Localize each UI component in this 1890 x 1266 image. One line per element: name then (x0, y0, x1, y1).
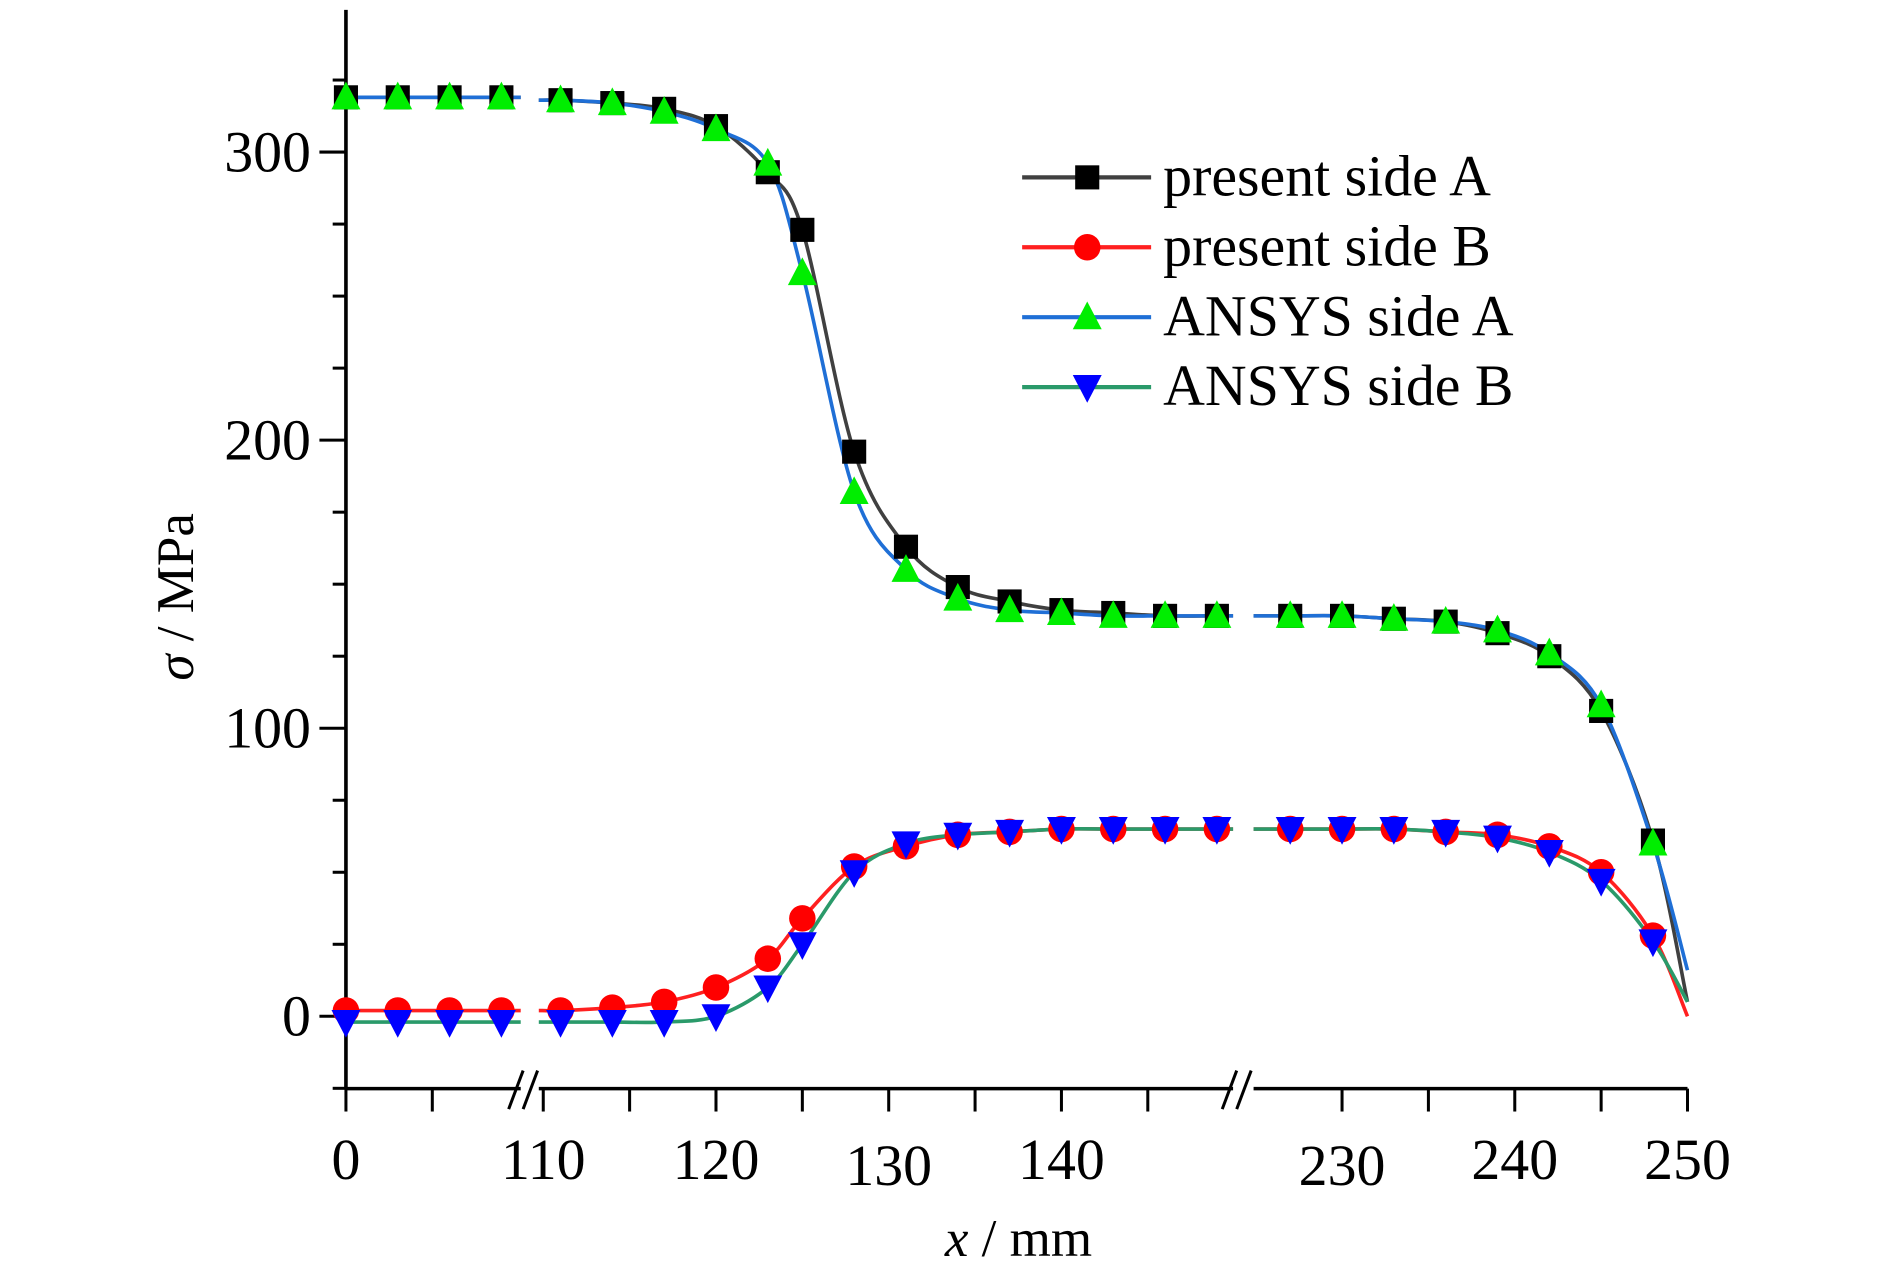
y-tick-label: 0 (282, 984, 311, 1049)
data-point-ansys-side-a (787, 257, 817, 286)
data-point-ansys-side-a (891, 554, 921, 582)
data-point-present-side-b (650, 988, 678, 1016)
data-point-ansys-side-b (649, 1010, 679, 1038)
legend-label: ANSYS side A (1163, 283, 1514, 348)
data-point-ansys-side-b (1046, 816, 1076, 845)
data-point-ansys-side-b (701, 1004, 731, 1032)
data-point-present-side-b (754, 945, 782, 972)
series-line-present-side-a (1253, 613, 1690, 1003)
data-point-ansys-side-a (383, 81, 413, 110)
data-point-ansys-side-b (943, 822, 973, 851)
data-point-ansys-side-a (1534, 637, 1564, 666)
legend-label: ANSYS side B (1163, 353, 1513, 418)
data-point-ansys-side-a (1275, 600, 1305, 628)
data-point-ansys-side-b (1534, 840, 1564, 868)
data-point-ansys-side-b (787, 932, 817, 960)
data-point-ansys-side-a (1638, 827, 1668, 856)
data-point-ansys-side-a (1483, 614, 1512, 643)
data-point-ansys-side-b (331, 1010, 361, 1038)
data-point-ansys-side-a (1098, 600, 1128, 628)
series-line-present-side-b (538, 827, 1234, 1013)
series-line-ansys-side-b (1253, 827, 1690, 1003)
data-point-ansys-side-a (1379, 603, 1409, 631)
x-tick-label: 240 (1471, 1127, 1558, 1192)
series-line-ansys-side-b (538, 827, 1234, 1025)
x-tick-label: 130 (845, 1133, 932, 1198)
data-point-ansys-side-a (1586, 689, 1616, 718)
data-point-ansys-side-b (435, 1010, 465, 1038)
data-point-ansys-side-b (753, 975, 783, 1004)
data-point-ansys-side-a (701, 113, 731, 142)
data-point-ansys-side-a (1202, 600, 1232, 628)
data-point-ansys-side-b (995, 819, 1025, 848)
data-point-present-side-a (790, 217, 815, 242)
data-point-present-side-b (789, 905, 816, 932)
data-point-ansys-side-b (383, 1010, 413, 1038)
legend-marker (1072, 301, 1102, 330)
data-point-ansys-side-b (839, 860, 869, 888)
x-tick-label: 230 (1299, 1133, 1386, 1198)
x-tick-label: 250 (1644, 1127, 1731, 1192)
data-point-ansys-side-b (1379, 816, 1409, 845)
data-point-ansys-side-b (546, 1010, 575, 1038)
data-point-ansys-side-a (1046, 597, 1076, 626)
axis-break-mark (507, 1070, 525, 1110)
x-tick-label: 110 (501, 1127, 586, 1192)
data-point-ansys-side-a (649, 96, 679, 124)
data-point-ansys-side-b (1202, 816, 1232, 845)
y-tick-label: 300 (224, 119, 311, 184)
data-point-ansys-side-a (1150, 600, 1180, 628)
data-point-ansys-side-b (891, 831, 921, 860)
data-point-ansys-side-b (1098, 816, 1128, 845)
data-point-ansys-side-b (486, 1010, 516, 1038)
data-point-ansys-side-a (546, 84, 575, 113)
data-point-ansys-side-b (1275, 816, 1305, 845)
axis-break-mark (1220, 1070, 1239, 1110)
data-point-ansys-side-b (1638, 929, 1668, 958)
x-tick-label: 140 (1018, 1127, 1105, 1192)
data-point-ansys-side-a (1431, 605, 1461, 634)
data-point-ansys-side-b (1327, 816, 1357, 845)
data-point-ansys-side-a (331, 81, 361, 110)
data-point-ansys-side-a (753, 147, 783, 176)
data-point-ansys-side-b (597, 1010, 627, 1038)
data-point-ansys-side-a (597, 87, 627, 116)
data-point-ansys-side-b (1483, 825, 1512, 854)
axis-break-mark (1235, 1070, 1253, 1110)
x-axis-label: x / mm (944, 1210, 1092, 1266)
series-markers (331, 81, 1668, 1038)
y-axis-label: σ / MPa (147, 513, 205, 681)
axis-break-mark (521, 1070, 540, 1110)
axes: 0 110 120 130 140 230 240 250 0 100 200 300 (224, 9, 1731, 1198)
series-line-ansys-side-a (1253, 613, 1690, 971)
series-line-present-side-b (1253, 827, 1690, 1018)
data-point-ansys-side-a (943, 582, 973, 611)
y-tick-label: 200 (224, 407, 311, 472)
data-point-ansys-side-b (1431, 819, 1461, 848)
legend-label: present side B (1163, 213, 1491, 278)
data-point-ansys-side-a (1327, 600, 1357, 628)
data-point-ansys-side-a (995, 594, 1025, 623)
legend-marker (1075, 165, 1100, 190)
x-tick-label: 120 (673, 1127, 760, 1192)
legend-label: present side A (1163, 143, 1491, 208)
legend-marker (1073, 234, 1101, 261)
legend-marker (1072, 375, 1102, 403)
x-tick-label: 0 (331, 1127, 360, 1192)
data-point-ansys-side-b (1586, 868, 1616, 897)
data-point-present-side-b (702, 974, 730, 1001)
data-point-ansys-side-a (486, 81, 516, 110)
data-point-present-side-a (842, 439, 867, 464)
data-point-ansys-side-b (1150, 816, 1180, 845)
y-tick-label: 100 (224, 696, 311, 761)
data-point-ansys-side-a (435, 81, 465, 110)
data-point-ansys-side-a (839, 476, 869, 505)
